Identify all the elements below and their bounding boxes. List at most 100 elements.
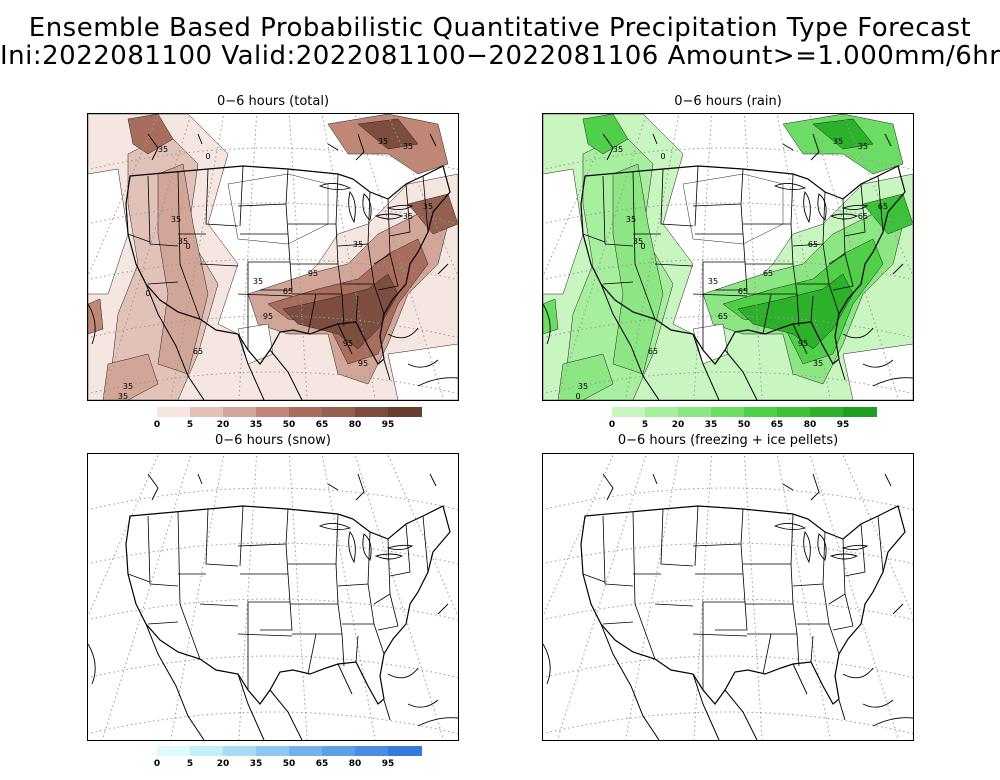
map-panel-freezing (542, 453, 914, 741)
no-precip-area (543, 168, 584, 295)
colorbar-tick-label: 95 (381, 759, 395, 769)
contour-label: 35 (403, 142, 413, 151)
prob-area-65-nw (127, 114, 174, 155)
contour-label: 35 (578, 382, 588, 391)
colorbar-rain: 0 5 20 35 50 65 80 95 (609, 407, 877, 435)
figure-title-line1: Ensemble Based Probabilistic Quantitativ… (28, 13, 972, 43)
colorbar-tick-label: 65 (770, 420, 784, 430)
prob-area-west-edge (543, 298, 559, 335)
contour-label: 35 (158, 145, 168, 154)
panel-title-snow: 0−6 hours (snow) (215, 433, 331, 448)
panel-title-freezing: 0−6 hours (freezing + ice pellets) (617, 433, 839, 448)
colorbar-swatch (322, 746, 356, 756)
colorbar-tick-label: 80 (348, 759, 362, 769)
colorbar-swatch (157, 407, 191, 417)
contour-label: 35 (403, 212, 413, 221)
colorbar-swatch (388, 746, 422, 756)
contour-label: 35 (178, 237, 188, 246)
colorbar-swatch (256, 407, 290, 417)
contour-label: 35 (858, 142, 868, 151)
colorbar-tick-label: 50 (737, 420, 751, 430)
contour-label: 0 (575, 392, 580, 400)
colorbar-swatch (223, 746, 257, 756)
panel-title-rain: 0−6 hours (rain) (674, 94, 782, 109)
colorbar-swatch (322, 407, 356, 417)
map-boundaries (88, 133, 458, 400)
contour-label: 65 (648, 347, 658, 356)
colorbar-tick-label: 35 (249, 420, 263, 430)
prob-area-35-sw (102, 353, 159, 400)
colorbar-swatch (190, 407, 224, 417)
contour-label: 95 (358, 359, 368, 368)
contour-label: 0 (185, 242, 190, 251)
panel-title-total: 0−6 hours (total) (216, 94, 330, 109)
map-boundaries (543, 473, 913, 740)
no-precip-area (227, 173, 329, 245)
colorbar-tick-label: 95 (381, 420, 395, 430)
colorbar-tick-label: 20 (216, 759, 230, 769)
contour-label: 35 (813, 359, 823, 368)
colorbar-swatch (645, 407, 679, 417)
colorbar-tick-label: 95 (836, 420, 850, 430)
colorbar-swatch (256, 746, 290, 756)
colorbar-swatch (810, 407, 844, 417)
contour-label: 65 (283, 287, 293, 296)
contour-label: 35 (171, 215, 181, 224)
no-precip-area (682, 173, 784, 245)
map-graticule (88, 454, 458, 740)
colorbar-tick-label: 5 (186, 420, 194, 430)
contour-label: 35 (253, 277, 263, 286)
contour-label: 65 (858, 212, 868, 221)
prob-area-80-north (812, 118, 874, 150)
colorbar-tick-label: 20 (216, 420, 230, 430)
colorbar-swatch (157, 746, 191, 756)
contour-label: 35 (378, 137, 388, 146)
map-boundaries (88, 473, 458, 740)
map-graticule (543, 454, 913, 740)
contour-label: 35 (633, 237, 643, 246)
contour-label: 65 (718, 312, 728, 321)
map-graticule (543, 114, 913, 400)
colorbar-tick-label: 65 (315, 420, 329, 430)
colorbar-swatch (355, 407, 389, 417)
prob-area-35-sw (557, 353, 614, 400)
prob-area-80 (737, 273, 854, 350)
colorbar-swatch (388, 407, 422, 417)
map-boundaries (543, 133, 913, 400)
colorbar-tick-label: 35 (704, 420, 718, 430)
contour-label: 35 (118, 392, 128, 400)
colorbar-swatch (711, 407, 745, 417)
prob-area-west-edge (88, 298, 104, 335)
colorbar-tick-label: 0 (153, 420, 161, 430)
contour-label: 0 (145, 289, 150, 298)
contour-label: 95 (343, 339, 353, 348)
no-precip-area (842, 343, 913, 400)
colorbar-total: 0 5 20 35 50 65 80 95 (153, 407, 422, 435)
colorbar-tick-label: 0 (153, 759, 161, 769)
contour-label: 65 (738, 287, 748, 296)
colorbar-swatch (289, 407, 323, 417)
map-graticule (88, 114, 458, 400)
colorbar-tick-label: 50 (282, 759, 296, 769)
contour-label: 95 (263, 312, 273, 321)
colorbar-tick-label: 35 (249, 759, 263, 769)
contour-label: 65 (763, 269, 773, 278)
colorbar-tick-label: 80 (348, 420, 362, 430)
map-panel-total: 35 35 35 35 35 35 35 35 35 65 65 95 95 95 95 35 35 0 0 0 (87, 113, 459, 401)
colorbar-tick-label: 5 (641, 420, 649, 430)
no-precip-area (387, 343, 458, 400)
colorbar-swatch (223, 407, 257, 417)
no-precip-area (88, 168, 129, 295)
prob-area-35 (612, 163, 664, 375)
contour-label: 35 (613, 145, 623, 154)
colorbar-swatch (744, 407, 778, 417)
contour-label: 35 (708, 277, 718, 286)
contour-label: 35 (626, 215, 636, 224)
map-panel-rain: 35 35 35 35 35 35 65 65 65 65 65 65 65 95 35 35 0 0 0 (542, 113, 914, 401)
colorbar-swatch (355, 746, 389, 756)
figure-title-line2: Ini:2022081100 Valid:2022081100−20220811… (0, 41, 1000, 71)
prob-area-80 (282, 273, 399, 350)
colorbar-swatch (843, 407, 877, 417)
contour-label: 35 (833, 137, 843, 146)
